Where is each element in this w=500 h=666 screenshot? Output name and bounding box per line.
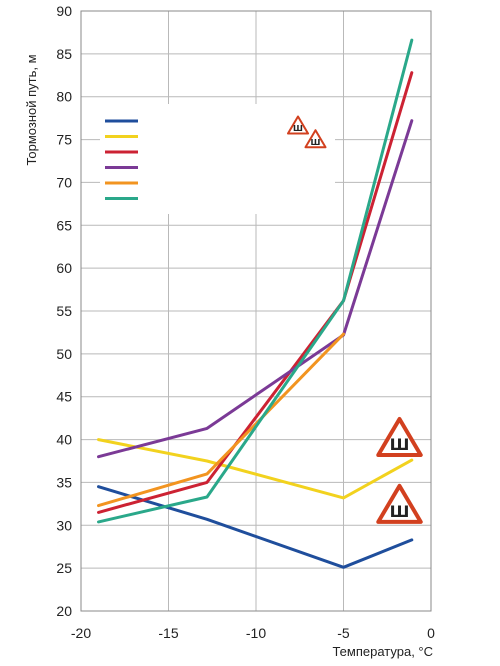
x-tick-label: -20 xyxy=(71,625,91,641)
y-tick-label: 75 xyxy=(56,132,72,148)
warning-sign-icon: Ш xyxy=(376,417,423,457)
y-tick-label: 85 xyxy=(56,46,72,62)
warning-sign-icon: Ш xyxy=(376,483,423,524)
y-tick-label: 90 xyxy=(56,3,72,19)
x-tick-label: 0 xyxy=(427,625,435,641)
warning-sign-frame xyxy=(304,129,327,149)
tick-labels: 20 25 30 35 40 45 50 55 60 65 70 75 80 85 90 -20 -15 -10 -… xyxy=(56,3,435,641)
warning-sign-frame xyxy=(286,115,310,135)
warning-sign-frame xyxy=(376,417,423,457)
x-axis-title: Температура, °С xyxy=(332,644,433,659)
y-tick-label: 35 xyxy=(56,474,72,490)
series-line-6 xyxy=(97,38,414,524)
x-tick-label: -10 xyxy=(246,625,266,641)
y-tick-label: 20 xyxy=(56,603,72,619)
y-tick-label: 25 xyxy=(56,560,72,576)
x-tick-label: -5 xyxy=(337,625,350,641)
y-tick-label: 80 xyxy=(56,89,72,105)
y-tick-label: 55 xyxy=(56,303,72,319)
series-line-4 xyxy=(97,119,414,459)
y-axis-title: Тормозной путь, м xyxy=(24,54,39,165)
y-tick-label: 70 xyxy=(56,174,72,190)
series-line-3 xyxy=(97,71,414,514)
warning-sign-icon: Ш xyxy=(286,115,310,135)
y-tick-label: 45 xyxy=(56,389,72,405)
series-lines xyxy=(97,38,414,569)
series-line-2 xyxy=(97,438,414,500)
warning-sign-label: Ш xyxy=(390,502,410,521)
y-tick-label: 40 xyxy=(56,432,72,448)
warning-sign-label: Ш xyxy=(311,138,321,147)
warning-sign-frame xyxy=(376,483,423,524)
y-tick-label: 60 xyxy=(56,260,72,276)
y-tick-label: 30 xyxy=(56,517,72,533)
warning-sign-label: Ш xyxy=(293,124,303,133)
x-tick-label: -15 xyxy=(158,625,178,641)
series-line-5 xyxy=(97,332,345,508)
series-line-1 xyxy=(97,485,414,569)
warning-sign-label: Ш xyxy=(390,435,410,454)
y-tick-label: 65 xyxy=(56,217,72,233)
y-tick-label: 50 xyxy=(56,346,72,362)
warning-sign-icon: Ш xyxy=(304,129,327,149)
plot-border xyxy=(80,10,432,612)
